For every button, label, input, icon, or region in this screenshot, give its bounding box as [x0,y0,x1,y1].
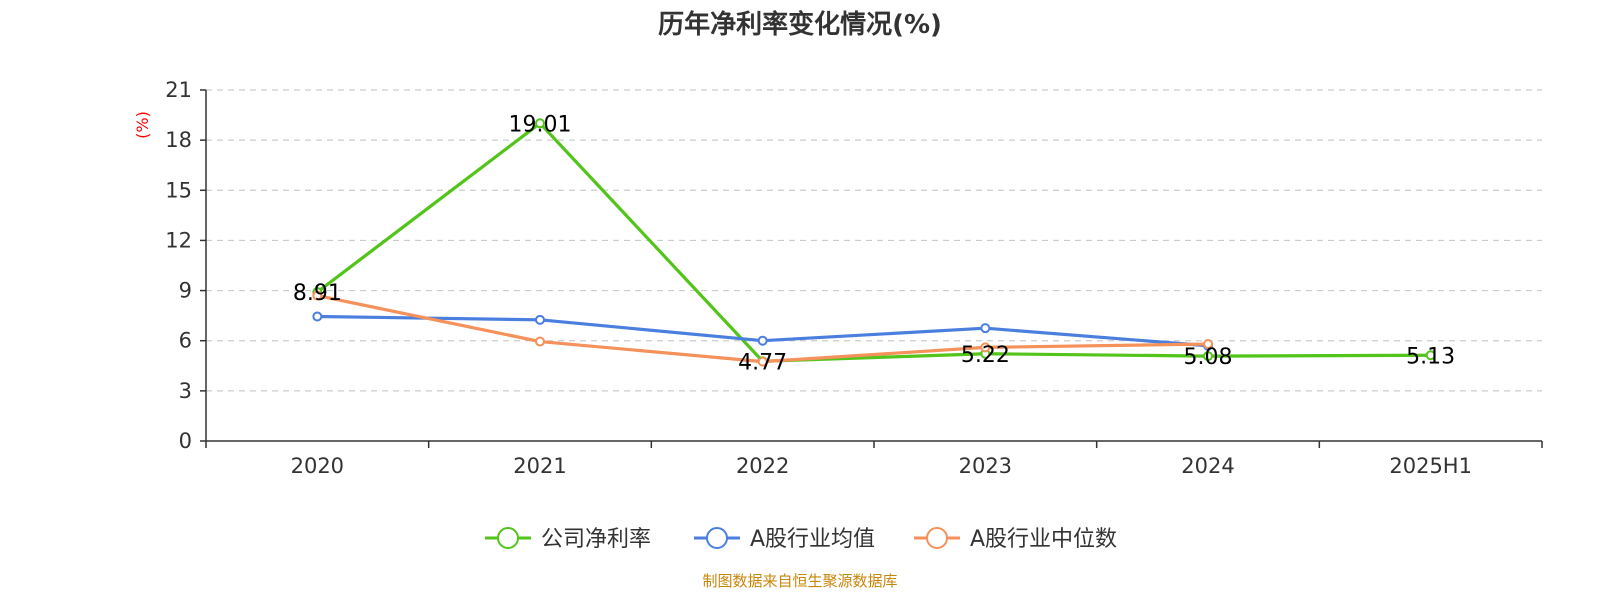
legend-label: 公司净利率 [541,527,651,552]
data-label: 5.22 [961,343,1010,368]
data-point [535,118,545,129]
x-tick-label: 2023 [959,454,1012,478]
axes: 0 3 6 9 12 15 18 21 2020 2021 2022 2023 2024 2025H1 [165,78,1543,478]
legend-swatch-marker [497,527,519,549]
data-point [1425,350,1436,361]
y-tick-label: 9 [179,279,192,303]
x-tick-label: 2020 [291,454,344,478]
data-point [312,290,323,301]
series-line [316,121,1431,363]
legend-item[interactable]: A股行业中位数 [914,527,1117,552]
data-point [980,342,991,353]
legend-item[interactable]: A股行业均值 [694,527,875,552]
legend-label: A股行业均值 [750,527,875,552]
legend-swatch-marker [926,527,948,549]
data-labels: 8.91 19.01 4.77 5.22 5.08 5.13 [293,112,1455,375]
data-point [1203,339,1213,350]
y-tick-label: 12 [165,228,192,252]
data-label: 4.77 [738,350,787,375]
data-point [535,336,545,347]
series-group [312,118,1436,367]
data-label: 5.13 [1406,344,1455,369]
data-point [1203,351,1213,362]
grid [206,89,1542,392]
y-tick-label: 15 [165,178,192,202]
data-point [757,335,768,346]
data-label: 5.08 [1184,345,1233,370]
x-tick-label: 2022 [736,454,789,478]
chart-title: 历年净利率变化情况(%) [658,9,942,40]
legend[interactable]: 公司净利率 A股行业均值 A股行业中位数 [485,527,1117,552]
y-tick-label: 21 [165,78,192,102]
y-tick-label: 0 [179,429,192,453]
source-note: 制图数据来自恒生聚源数据库 [702,572,897,590]
data-point [535,314,545,325]
x-tick-label: 2024 [1181,454,1234,478]
legend-swatch-marker [706,527,728,549]
legend-item[interactable]: 公司净利率 [485,527,651,552]
y-tick-label: 6 [179,329,192,353]
data-label: 8.91 [293,281,342,306]
y-tick-label: 3 [179,379,192,403]
x-tick-label: 2021 [513,454,566,478]
data-label: 19.01 [509,112,572,137]
y-axis-label: (%) [133,111,152,139]
data-point [312,311,323,322]
legend-label: A股行业中位数 [970,527,1117,552]
data-point [980,323,991,334]
x-tick-label: 2025H1 [1389,454,1472,478]
data-point [757,356,768,367]
y-tick-label: 18 [165,128,192,152]
